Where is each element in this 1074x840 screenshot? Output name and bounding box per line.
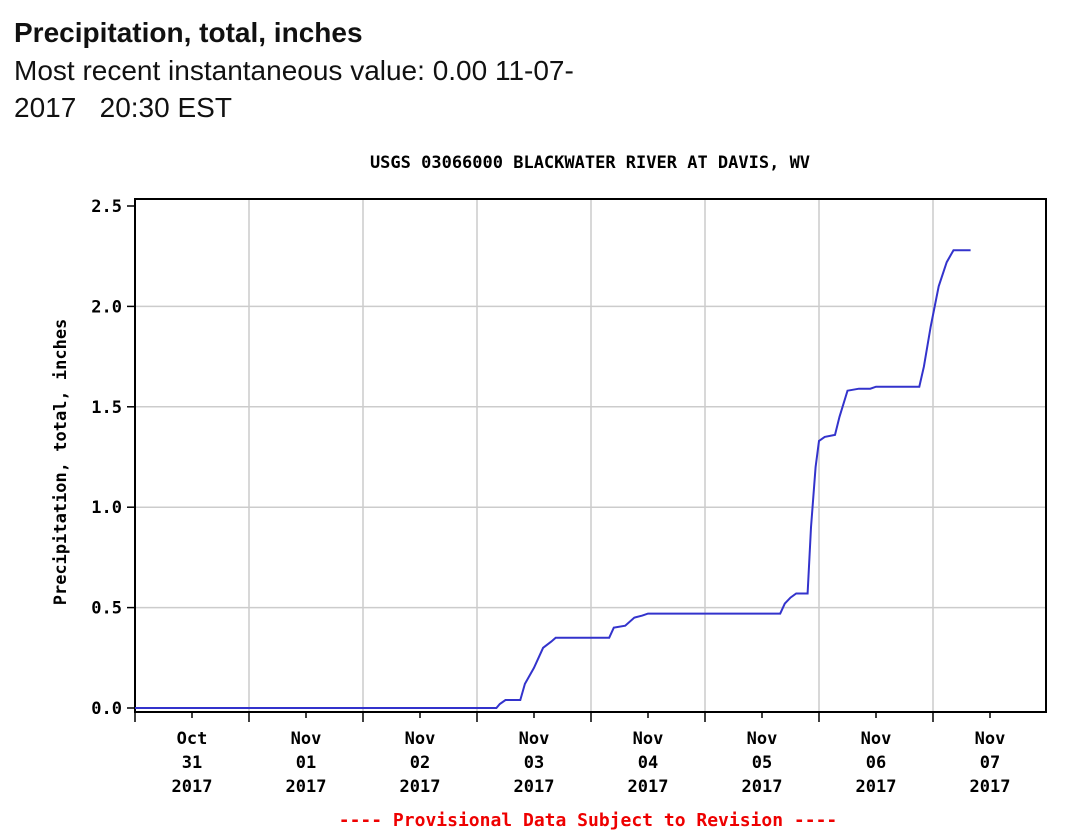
x-tick-label: 2017 <box>742 777 783 797</box>
x-tick-label: 03 <box>524 753 544 773</box>
provisional-data-note: ---- Provisional Data Subject to Revisio… <box>339 810 838 831</box>
x-tick-label: Nov <box>291 729 322 749</box>
x-tick-label: 01 <box>296 753 316 773</box>
y-tick-label: 0.5 <box>91 599 122 619</box>
y-axis-label: Precipitation, total, inches <box>51 319 71 606</box>
recent-value-line1: Most recent instantaneous value: 0.00 11… <box>14 55 574 86</box>
y-tick-label: 1.0 <box>91 498 122 518</box>
x-tick-label: 2017 <box>172 777 213 797</box>
x-axis: Oct 31 2017 Nov 01 2017 Nov 02 2017 Nov 03 2017 Nov 0… <box>134 712 1011 797</box>
y-axis: 0.0 0.5 1.0 1.5 2.0 2.5 <box>91 197 135 719</box>
x-tick-label: 2017 <box>514 777 555 797</box>
grid <box>135 199 1046 712</box>
x-tick-label: Nov <box>405 729 436 749</box>
x-tick-label: Oct <box>177 729 208 749</box>
x-tick-label: 2017 <box>856 777 897 797</box>
x-tick-label: 05 <box>752 753 772 773</box>
x-tick-label: 2017 <box>628 777 669 797</box>
x-tick-label: 2017 <box>970 777 1011 797</box>
x-tick-label: Nov <box>519 729 550 749</box>
x-tick-label: 07 <box>980 753 1000 773</box>
y-tick-label: 2.5 <box>91 197 122 217</box>
parameter-title: Precipitation, total, inches <box>14 17 363 48</box>
recent-value-line2: 2017 20:30 EST <box>14 92 232 123</box>
chart-title: USGS 03066000 BLACKWATER RIVER AT DAVIS,… <box>370 153 810 173</box>
page-header: Precipitation, total, inches Most recent… <box>14 14 694 126</box>
x-tick-label: Nov <box>633 729 664 749</box>
y-tick-label: 1.5 <box>91 398 122 418</box>
x-tick-label: Nov <box>747 729 778 749</box>
x-tick-label: 2017 <box>286 777 327 797</box>
x-tick-label: 02 <box>410 753 430 773</box>
y-tick-label: 2.0 <box>91 297 122 317</box>
x-tick-label: 31 <box>182 753 202 773</box>
x-tick-label: Nov <box>861 729 892 749</box>
x-tick-label: 2017 <box>400 777 441 797</box>
x-tick-label: Nov <box>975 729 1006 749</box>
y-tick-label: 0.0 <box>91 699 122 719</box>
precipitation-series-line <box>135 249 971 709</box>
x-tick-label: 04 <box>638 753 658 773</box>
x-tick-label: 06 <box>866 753 886 773</box>
